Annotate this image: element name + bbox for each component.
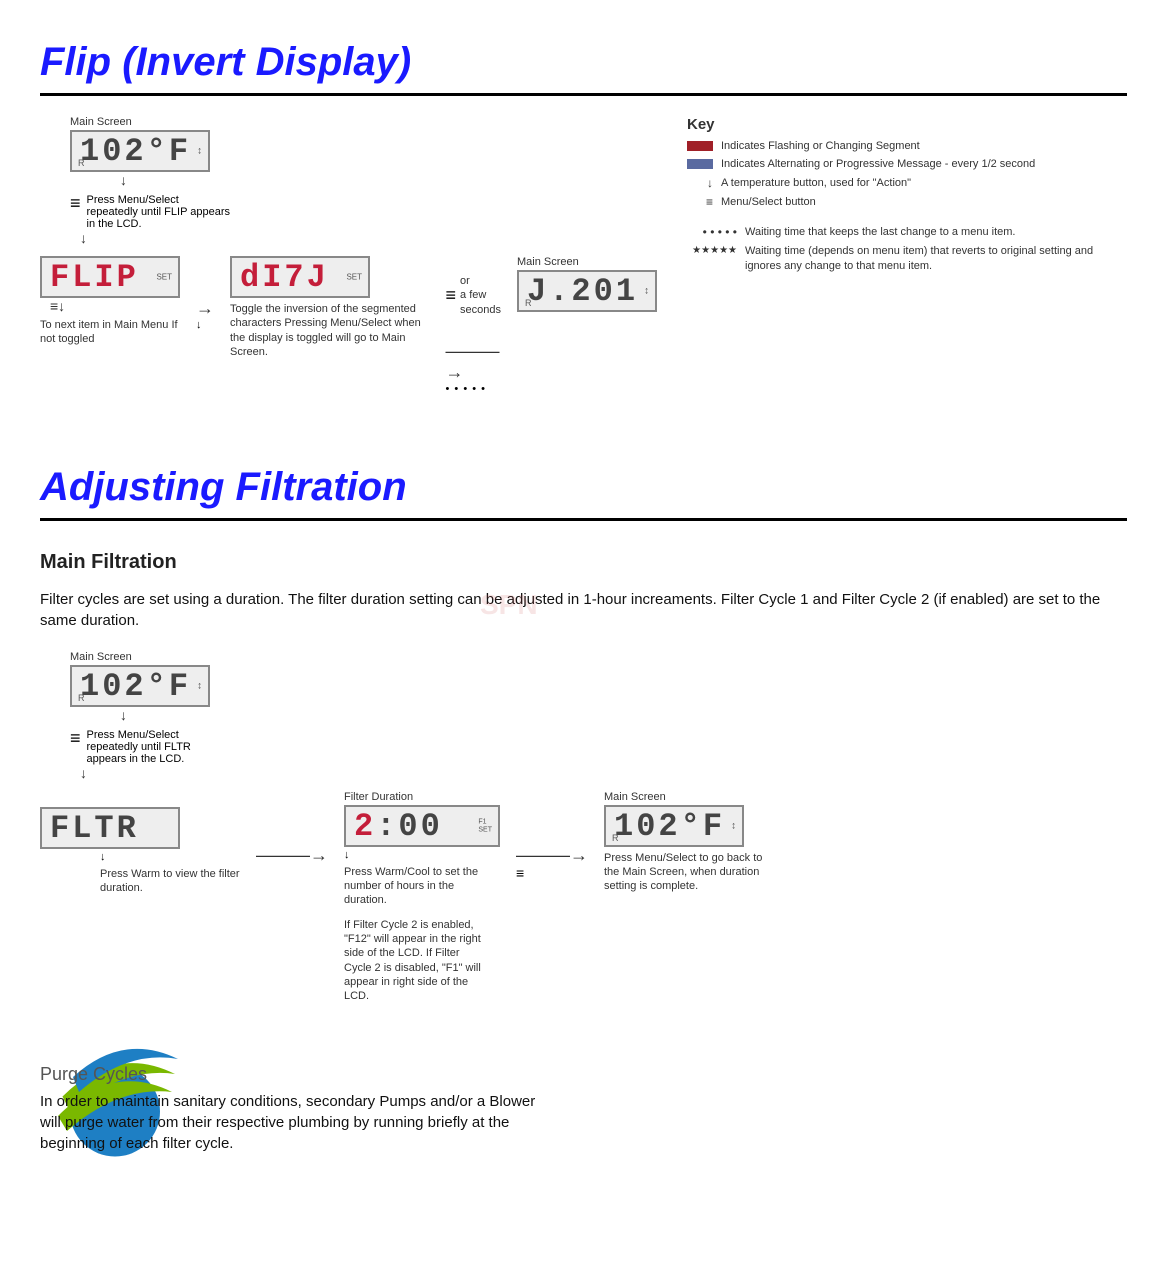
key-blue-text: Indicates Alternating or Progressive Mes… xyxy=(721,157,1035,171)
main-screen-label: Main Screen xyxy=(517,256,579,268)
right-arrow-icon: ———→ xyxy=(256,845,328,866)
right-arrow-icon: ———→ xyxy=(446,341,501,383)
key-menu-symbol: ≡ xyxy=(687,195,713,211)
to-next-item-text: To next item in Main Menu If not toggled xyxy=(40,318,180,347)
action-symbol: ↓ xyxy=(196,319,202,331)
lcd-3201: J.201 R ↕ xyxy=(517,270,657,312)
key-dots-text: Waiting time that keeps the last change … xyxy=(745,225,1015,239)
lcd-arrow-icon: ↕ xyxy=(197,680,202,691)
section2-rule xyxy=(40,518,1127,521)
flip-diagram: Main Screen 102°F R ↕ ↓ ≡ Press Menu/Sel… xyxy=(40,116,657,395)
lcd-arrow-icon: ↕ xyxy=(197,146,202,157)
toggle-note-text: Toggle the inversion of the segmented ch… xyxy=(230,302,430,359)
lcd-arrow-icon: ↕ xyxy=(644,286,649,297)
or-few-seconds-text: or a few seconds xyxy=(460,274,501,317)
lcd-set-label: SET xyxy=(156,273,172,282)
press-warm-view-text: Press Warm to view the filter duration. xyxy=(100,867,240,896)
lcd-102f-top: 102°F R ↕ xyxy=(70,130,210,172)
lcd-102f-filt: 102°F R ↕ xyxy=(70,665,210,707)
key-stars-text: Waiting time (depends on menu item) that… xyxy=(745,244,1127,273)
filter-cycle2-note: If Filter Cycle 2 is enabled, "F12" will… xyxy=(344,918,484,1004)
press-menu-return-text: Press Menu/Select to go back to the Main… xyxy=(604,851,774,894)
lcd-102f-return: 102°F R ↕ xyxy=(604,805,744,847)
key-red-swatch xyxy=(687,141,713,151)
press-menu-fltr-text: Press Menu/Select repeatedly until FLTR … xyxy=(87,729,230,765)
section1-rule xyxy=(40,93,1127,96)
down-arrow-icon: ↓ xyxy=(80,230,87,246)
section1-title: Flip (Invert Display) xyxy=(40,40,1127,85)
lcd-flip: FLIP SET xyxy=(40,256,180,298)
main-screen-label: Main Screen xyxy=(70,116,132,128)
lcd-text: J.201 xyxy=(527,273,638,310)
key-menu-text: Menu/Select button xyxy=(721,195,816,209)
down-arrow-icon: ≡↓ xyxy=(50,298,65,314)
purge-body-text: In order to maintain sanitary conditions… xyxy=(40,1091,560,1154)
down-arrow-icon: ↓ xyxy=(80,765,87,781)
key-dots-symbol: • • • • • xyxy=(687,225,737,241)
key-legend: Key Indicates Flashing or Changing Segme… xyxy=(687,116,1127,277)
lcd-set-label: SET xyxy=(346,273,362,282)
menu-icon: ≡ xyxy=(516,866,524,880)
key-title: Key xyxy=(687,116,1127,133)
menu-icon: ≡ xyxy=(446,286,457,304)
lcd-r-indicator: R xyxy=(78,693,85,703)
lcd-text: 102°F xyxy=(80,668,191,705)
menu-icon: ≡ xyxy=(70,194,81,212)
section2-title: Adjusting Filtration xyxy=(40,465,1127,510)
down-arrow-icon: ↓ xyxy=(120,172,127,188)
lcd-text: 102°F xyxy=(614,808,725,845)
dots-symbol: • • • • • xyxy=(446,383,486,395)
action-symbol: ↓ xyxy=(100,851,106,863)
lcd-di7j: dI7J SET xyxy=(230,256,370,298)
lcd-side-label: F1 SET xyxy=(478,818,492,833)
lcd-text: FLTR xyxy=(50,810,139,847)
purge-section: Purge Cycles In order to maintain sanita… xyxy=(40,1064,560,1154)
key-temp-symbol: ↓ xyxy=(687,176,713,192)
key-stars-symbol: ★★★★★ xyxy=(687,244,737,257)
main-filtration-heading: Main Filtration xyxy=(40,551,1127,574)
lcd-200: 2:00 F1 SET xyxy=(344,805,500,847)
key-temp-text: A temperature button, used for "Action" xyxy=(721,176,911,190)
down-arrow-icon: ↓ xyxy=(120,707,127,723)
lcd-text: :00 xyxy=(376,808,443,845)
filtration-diagram: Main Screen 102°F R ↕ ↓ ≡ Press Menu/Sel… xyxy=(40,651,1127,1004)
lcd-fltr: FLTR xyxy=(40,807,180,849)
lcd-text: dI7J xyxy=(240,259,329,296)
filtration-body-text: Filter cycles are set using a duration. … xyxy=(40,589,1127,631)
action-symbol: ↓ xyxy=(344,849,350,861)
lcd-text: 102°F xyxy=(80,133,191,170)
press-menu-flip-text: Press Menu/Select repeatedly until FLIP … xyxy=(87,194,230,230)
section1-row: Main Screen 102°F R ↕ ↓ ≡ Press Menu/Sel… xyxy=(40,116,1127,395)
right-arrow-icon: → xyxy=(196,298,214,319)
key-red-text: Indicates Flashing or Changing Segment xyxy=(721,139,920,153)
lcd-arrow-icon: ↕ xyxy=(731,820,736,831)
lcd-text-red: 2 xyxy=(354,808,376,845)
right-arrow-icon: ———→ xyxy=(516,845,588,866)
main-screen-label: Main Screen xyxy=(604,791,666,803)
press-warm-cool-text: Press Warm/Cool to set the number of hou… xyxy=(344,865,484,908)
filter-duration-label: Filter Duration xyxy=(344,791,413,803)
lcd-text: FLIP xyxy=(50,259,139,296)
lcd-r-indicator: R xyxy=(525,298,532,308)
menu-icon: ≡ xyxy=(70,729,81,747)
purge-title: Purge Cycles xyxy=(40,1064,560,1085)
key-blue-swatch xyxy=(687,159,713,169)
lcd-r-indicator: R xyxy=(78,158,85,168)
main-screen-label: Main Screen xyxy=(70,651,132,663)
lcd-r-indicator: R xyxy=(612,833,619,843)
